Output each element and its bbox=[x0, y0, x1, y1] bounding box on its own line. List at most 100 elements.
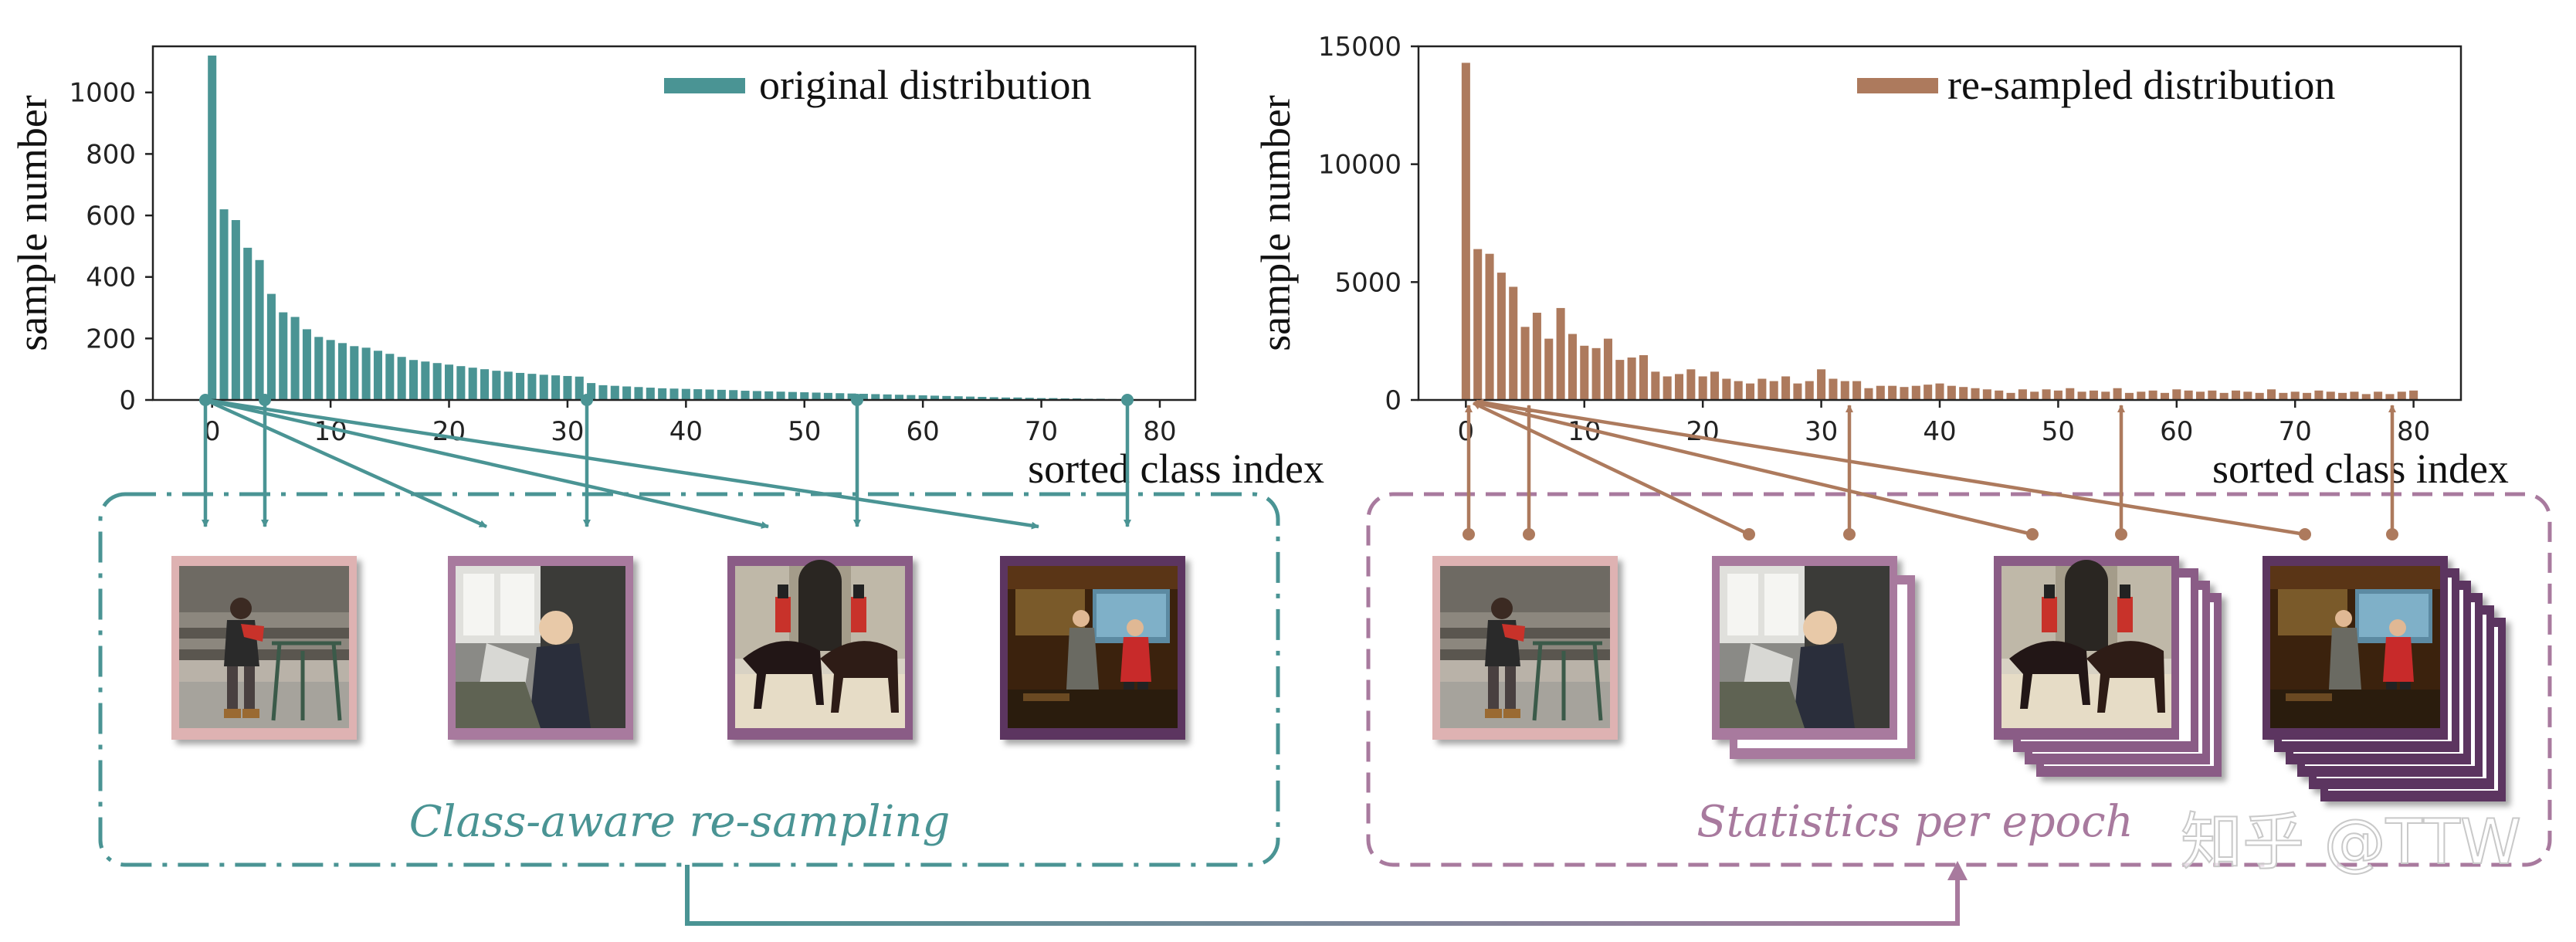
right-bar-57 bbox=[2137, 391, 2146, 400]
right-bar-19 bbox=[1686, 369, 1696, 400]
right-bar-42 bbox=[1959, 387, 1968, 400]
right-bar-51 bbox=[2066, 388, 2075, 400]
right-bar-73 bbox=[2326, 391, 2335, 400]
left-bar-38 bbox=[658, 388, 667, 400]
left-bars bbox=[208, 55, 1129, 400]
right-thumb-4-stack bbox=[2262, 556, 2506, 801]
right-bar-39 bbox=[1924, 385, 1933, 400]
right-bar-7 bbox=[1544, 338, 1554, 400]
left-bar-24 bbox=[492, 371, 501, 400]
right-bar-43 bbox=[1971, 388, 1980, 400]
left-ylabel: sample number bbox=[9, 95, 56, 351]
right-thumb-2-stack bbox=[1712, 556, 1915, 759]
left-xtick-label: 0 bbox=[204, 416, 221, 447]
right-bar-50 bbox=[2053, 390, 2062, 400]
left-bar-0 bbox=[208, 55, 217, 400]
left-bar-14 bbox=[373, 351, 382, 400]
right-bar-16 bbox=[1651, 371, 1660, 400]
left-xtick-label: 70 bbox=[1025, 416, 1058, 447]
left-bar-8 bbox=[302, 329, 311, 400]
right-bar-44 bbox=[1982, 389, 1991, 400]
left-bar-22 bbox=[468, 368, 477, 400]
right-bar-80 bbox=[2409, 390, 2418, 400]
right-bar-69 bbox=[2279, 392, 2288, 400]
left-bar-62 bbox=[942, 395, 951, 400]
left-bar-55 bbox=[859, 394, 868, 400]
right-bar-8 bbox=[1556, 307, 1565, 400]
left-xtick-label: 20 bbox=[432, 416, 466, 447]
left-sample-dots bbox=[199, 394, 1134, 406]
right-bar-74 bbox=[2338, 392, 2347, 400]
left-bar-60 bbox=[918, 395, 927, 400]
left-bar-52 bbox=[823, 392, 832, 400]
left-xtick-label: 40 bbox=[669, 416, 703, 447]
right-legend-label: re-sampled distribution bbox=[1947, 62, 2335, 108]
right-bar-12 bbox=[1603, 338, 1612, 400]
left-bar-27 bbox=[527, 374, 537, 400]
right-bar-63 bbox=[2208, 390, 2217, 400]
right-bar-9 bbox=[1568, 334, 1577, 400]
left-bar-68 bbox=[1013, 397, 1022, 400]
left-panel-caption: Class-aware re-sampling bbox=[409, 797, 951, 847]
left-bar-40 bbox=[681, 388, 690, 400]
left-bar-32 bbox=[587, 383, 596, 400]
left-legend-label: original distribution bbox=[759, 62, 1091, 108]
left-bar-11 bbox=[337, 343, 347, 400]
left-yticks: 0 200 400 600 800 1000 bbox=[69, 78, 153, 416]
right-bar-1 bbox=[1473, 249, 1483, 400]
left-xtick-label: 30 bbox=[551, 416, 584, 447]
right-bar-18 bbox=[1674, 374, 1684, 400]
right-bar-22 bbox=[1722, 378, 1731, 400]
left-bar-43 bbox=[717, 389, 726, 400]
left-bar-28 bbox=[539, 374, 548, 400]
left-bar-61 bbox=[930, 395, 940, 400]
right-ylabel: sample number bbox=[1252, 95, 1299, 351]
left-bar-69 bbox=[1025, 398, 1034, 400]
left-bar-48 bbox=[776, 391, 785, 400]
left-bar-21 bbox=[456, 366, 466, 400]
panel-connection-arrowhead bbox=[1947, 861, 1968, 880]
left-bar-51 bbox=[812, 392, 821, 400]
right-bar-14 bbox=[1627, 357, 1636, 400]
left-bar-53 bbox=[836, 393, 845, 400]
right-bar-61 bbox=[2184, 390, 2193, 400]
left-bar-66 bbox=[989, 397, 998, 400]
left-bar-37 bbox=[646, 388, 655, 400]
left-bar-49 bbox=[788, 391, 797, 400]
right-bar-76 bbox=[2361, 394, 2371, 400]
right-xtick-label: 30 bbox=[1805, 416, 1838, 447]
right-bar-26 bbox=[1769, 381, 1778, 400]
right-bar-66 bbox=[2243, 391, 2252, 400]
left-bar-57 bbox=[883, 394, 892, 400]
right-bar-0 bbox=[1461, 63, 1470, 401]
right-count-dots bbox=[1463, 528, 2398, 540]
left-bar-20 bbox=[445, 364, 454, 400]
right-bar-38 bbox=[1911, 385, 1920, 400]
left-bar-26 bbox=[516, 372, 525, 400]
right-bar-47 bbox=[2018, 389, 2027, 400]
right-xlabel: sorted class index bbox=[2212, 446, 2509, 492]
right-thumb-3-stack bbox=[1994, 556, 2222, 777]
left-bar-50 bbox=[800, 392, 809, 400]
left-bar-3 bbox=[243, 247, 253, 400]
left-ytick-label: 600 bbox=[86, 201, 136, 232]
left-bar-64 bbox=[966, 396, 975, 400]
left-bar-5 bbox=[266, 293, 276, 400]
right-bar-71 bbox=[2303, 392, 2312, 400]
right-ytick-label: 10000 bbox=[1318, 150, 1402, 181]
right-bar-40 bbox=[1935, 383, 1944, 400]
right-bar-72 bbox=[2314, 390, 2323, 400]
left-bar-9 bbox=[314, 337, 324, 400]
right-bar-53 bbox=[2089, 390, 2098, 400]
right-bar-58 bbox=[2148, 390, 2157, 400]
right-bar-77 bbox=[2374, 391, 2383, 400]
right-bar-55 bbox=[2113, 388, 2122, 400]
right-bar-28 bbox=[1793, 383, 1802, 400]
left-bar-30 bbox=[563, 375, 572, 400]
right-bar-37 bbox=[1900, 387, 1909, 400]
left-bar-42 bbox=[705, 389, 714, 400]
right-bar-52 bbox=[2077, 391, 2086, 400]
right-bar-6 bbox=[1532, 313, 1541, 400]
